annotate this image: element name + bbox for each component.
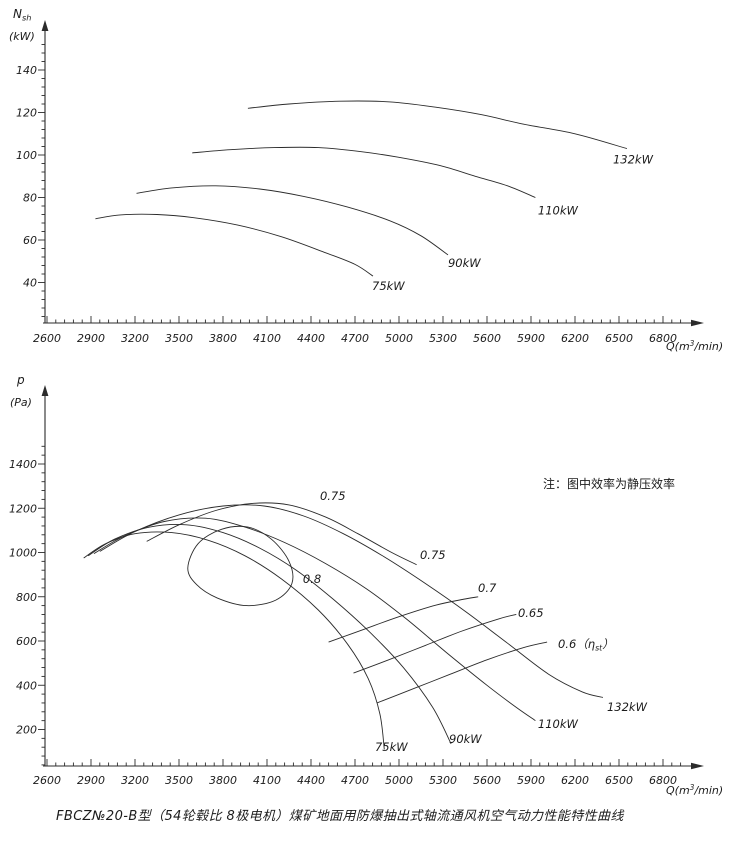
svg-text:(kW): (kW)	[9, 30, 35, 43]
svg-text:注：图中效率为静压效率: 注：图中效率为静压效率	[543, 476, 675, 491]
svg-text:3500: 3500	[165, 332, 193, 345]
shaft-power-chart: 2600 2900 3200 3500 3800 4100 4400 4700 5000 5300…	[9, 7, 723, 353]
svg-text:Q(m3/min): Q(m3/min)	[666, 783, 723, 797]
svg-text:5600: 5600	[473, 774, 501, 787]
svg-text:5600: 5600	[473, 332, 501, 345]
svg-text:5900: 5900	[517, 332, 545, 345]
svg-text:90kW: 90kW	[449, 732, 482, 746]
svg-text:0.65: 0.65	[518, 606, 544, 620]
svg-text:1400: 1400	[9, 458, 37, 471]
svg-text:3800: 3800	[209, 774, 237, 787]
svg-text:4100: 4100	[253, 774, 281, 787]
svg-text:5900: 5900	[517, 774, 545, 787]
svg-text:90kW: 90kW	[448, 256, 481, 270]
svg-text:0.75: 0.75	[420, 548, 446, 562]
svg-text:4400: 4400	[297, 774, 325, 787]
svg-text:75kW: 75kW	[375, 740, 408, 754]
svg-text:4400: 4400	[297, 332, 325, 345]
svg-text:0.6（ηst）: 0.6（ηst）	[558, 637, 614, 653]
svg-text:6500: 6500	[605, 332, 633, 345]
svg-text:0.8: 0.8	[303, 572, 321, 586]
svg-text:2900: 2900	[77, 774, 105, 787]
svg-text:4100: 4100	[253, 332, 281, 345]
svg-text:140: 140	[16, 64, 37, 77]
svg-text:3200: 3200	[121, 774, 149, 787]
svg-text:2600: 2600	[33, 774, 61, 787]
svg-text:800: 800	[16, 591, 37, 604]
svg-text:3500: 3500	[165, 774, 193, 787]
svg-text:Q(m3/min): Q(m3/min)	[666, 339, 723, 353]
svg-text:4700: 4700	[341, 332, 369, 345]
svg-text:132kW: 132kW	[613, 153, 654, 167]
svg-text:(Pa): (Pa)	[10, 396, 32, 409]
svg-text:3200: 3200	[121, 332, 149, 345]
svg-text:4700: 4700	[341, 774, 369, 787]
svg-text:110kW: 110kW	[538, 717, 579, 731]
svg-text:3800: 3800	[209, 332, 237, 345]
svg-text:120: 120	[16, 107, 37, 120]
svg-text:Nsh: Nsh	[13, 7, 31, 23]
svg-text:6200: 6200	[561, 774, 589, 787]
svg-text:75kW: 75kW	[372, 279, 405, 293]
svg-text:132kW: 132kW	[607, 700, 648, 714]
svg-text:0.7: 0.7	[478, 581, 497, 595]
static-pressure-chart: 2600 2900 3200 3500 3800 4100 4400 4700 5000 5300…	[9, 373, 723, 797]
svg-text:40: 40	[23, 277, 37, 290]
svg-text:6500: 6500	[605, 774, 633, 787]
svg-text:80: 80	[23, 192, 37, 205]
svg-text:6800: 6800	[649, 774, 677, 787]
svg-text:6800: 6800	[649, 332, 677, 345]
svg-text:2900: 2900	[77, 332, 105, 345]
svg-text:110kW: 110kW	[538, 204, 579, 218]
svg-text:2600: 2600	[33, 332, 61, 345]
svg-text:6200: 6200	[561, 332, 589, 345]
svg-text:400: 400	[16, 679, 37, 692]
svg-text:100: 100	[16, 149, 37, 162]
svg-text:p: p	[16, 373, 25, 387]
svg-text:5000: 5000	[385, 774, 413, 787]
svg-text:200: 200	[16, 724, 37, 737]
svg-text:600: 600	[16, 635, 37, 648]
svg-text:5300: 5300	[429, 332, 457, 345]
svg-text:0.75: 0.75	[320, 489, 346, 503]
svg-text:5000: 5000	[385, 332, 413, 345]
svg-text:60: 60	[23, 234, 37, 247]
svg-text:1000: 1000	[9, 547, 37, 560]
svg-text:1200: 1200	[9, 502, 37, 515]
figure-caption: FBCZ№20-B型（54轮毂比 8极电机）煤矿地面用防爆抽出式轴流通风机空气动…	[56, 809, 624, 824]
svg-text:5300: 5300	[429, 774, 457, 787]
